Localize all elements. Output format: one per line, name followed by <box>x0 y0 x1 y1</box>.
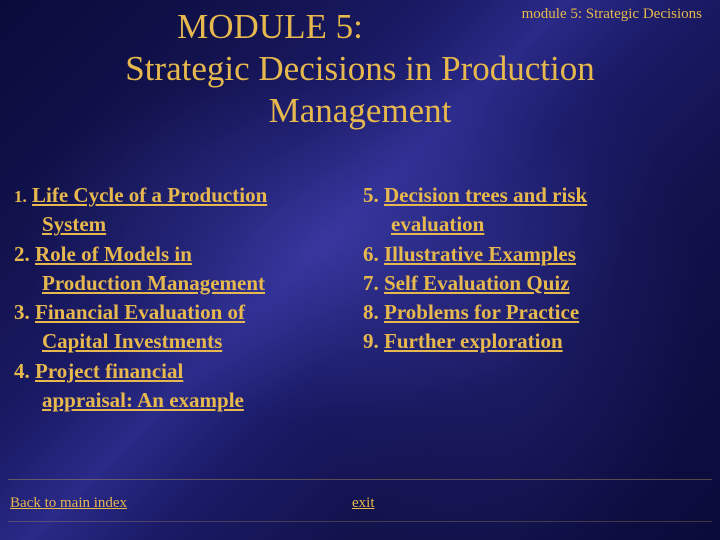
slide-title: MODULE 5: Strategic Decisions in Product… <box>0 6 720 132</box>
item-link[interactable]: Project financial <box>35 359 183 383</box>
left-column: 1. Life Cycle of a Production System 2. … <box>14 182 357 416</box>
item-number: 5. <box>363 183 379 207</box>
item-link[interactable]: Problems for Practice <box>384 300 579 324</box>
list-item: 4. Project financial <box>14 358 357 385</box>
list-item: 7. Self Evaluation Quiz <box>363 270 706 297</box>
item-link[interactable]: Role of Models in <box>35 242 192 266</box>
item-number: 6. <box>363 242 379 266</box>
item-number: 4. <box>14 359 30 383</box>
item-link[interactable]: System <box>42 212 106 236</box>
content-columns: 1. Life Cycle of a Production System 2. … <box>14 182 706 416</box>
divider-bottom <box>8 521 712 522</box>
item-link[interactable]: Life Cycle of a Production <box>32 183 267 207</box>
exit-link[interactable]: exit <box>352 495 375 512</box>
item-number: 3. <box>14 300 30 324</box>
slide: module 5: Strategic Decisions MODULE 5: … <box>0 0 720 540</box>
item-link[interactable]: appraisal: An example <box>42 388 244 412</box>
list-item-cont: appraisal: An example <box>14 387 357 414</box>
list-item-cont: Capital Investments <box>14 328 357 355</box>
item-number: 1. <box>14 187 27 206</box>
list-item: 8. Problems for Practice <box>363 299 706 326</box>
item-link[interactable]: Capital Investments <box>42 329 222 353</box>
title-line-2: Strategic Decisions in Production <box>0 48 720 90</box>
title-line-3: Management <box>0 90 720 132</box>
list-item: 1. Life Cycle of a Production <box>14 182 357 209</box>
item-link[interactable]: Decision trees and risk <box>384 183 587 207</box>
title-line-1: MODULE 5: <box>0 6 720 48</box>
item-link[interactable]: evaluation <box>391 212 484 236</box>
item-number: 7. <box>363 271 379 295</box>
item-number: 2. <box>14 242 30 266</box>
divider-top <box>8 479 712 480</box>
list-item: 3. Financial Evaluation of <box>14 299 357 326</box>
list-item: 2. Role of Models in <box>14 241 357 268</box>
item-link[interactable]: Financial Evaluation of <box>35 300 245 324</box>
item-number: 8. <box>363 300 379 324</box>
item-link[interactable]: Illustrative Examples <box>384 242 576 266</box>
back-to-index-link[interactable]: Back to main index <box>10 495 127 512</box>
item-link[interactable]: Self Evaluation Quiz <box>384 271 570 295</box>
list-item: 5. Decision trees and risk <box>363 182 706 209</box>
list-item-cont: Production Management <box>14 270 357 297</box>
list-item: 6. Illustrative Examples <box>363 241 706 268</box>
item-link[interactable]: Production Management <box>42 271 265 295</box>
list-item: 9. Further exploration <box>363 328 706 355</box>
right-column: 5. Decision trees and risk evaluation 6.… <box>363 182 706 416</box>
item-number: 9. <box>363 329 379 353</box>
list-item-cont: evaluation <box>363 211 706 238</box>
list-item-cont: System <box>14 211 357 238</box>
item-link[interactable]: Further exploration <box>384 329 563 353</box>
